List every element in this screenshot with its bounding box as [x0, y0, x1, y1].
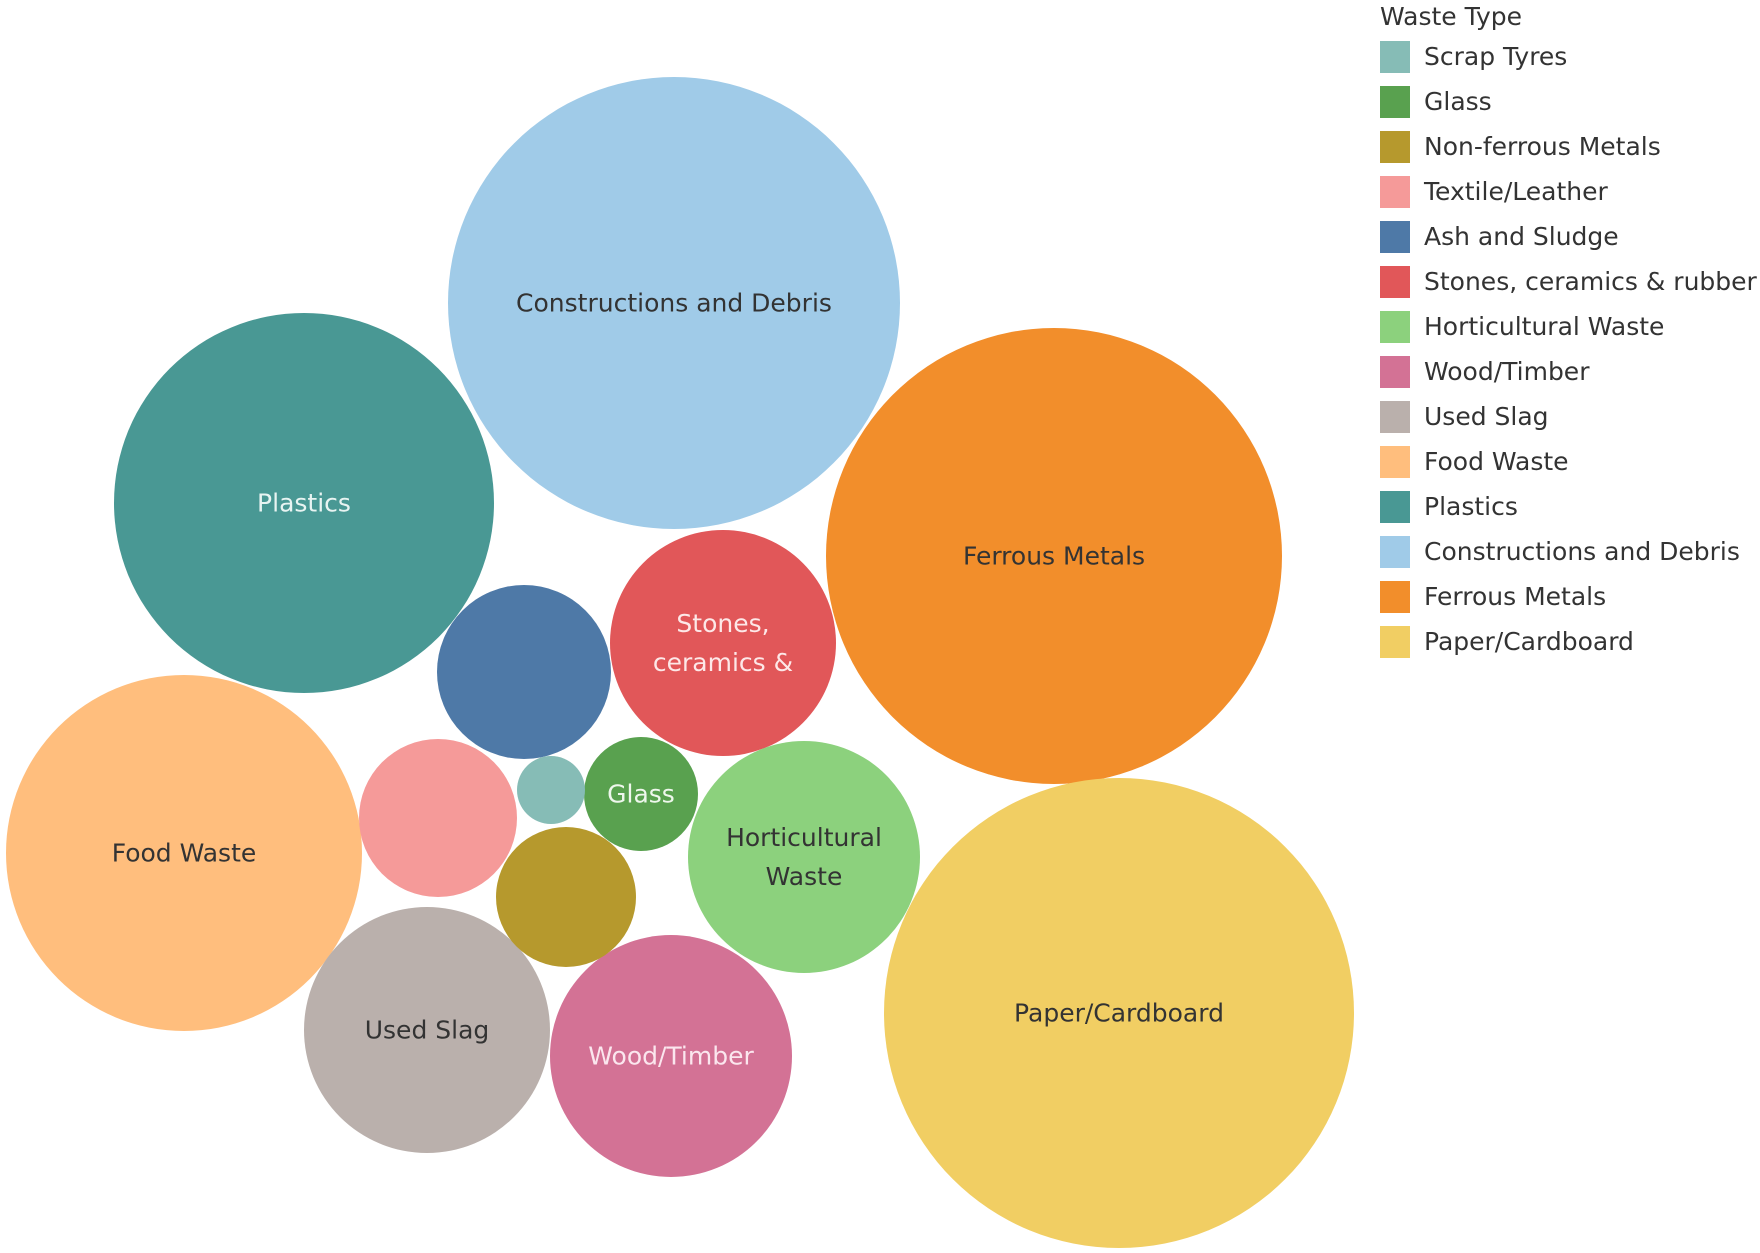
- legend-label-ash-and-sludge: Ash and Sludge: [1424, 222, 1619, 251]
- legend: Waste Type Scrap Tyres Glass Non-ferrous M…: [1380, 0, 1760, 664]
- bubble-label-constructions-and-debris: Constructions and Debris: [516, 289, 832, 318]
- legend-label-plastics: Plastics: [1424, 492, 1518, 521]
- bubble-horticultural-waste: [688, 741, 920, 973]
- bubble-plastics: [114, 313, 494, 693]
- legend-swatch-constructions-and-debris: [1380, 535, 1410, 568]
- legend-swatch-stones-ceramics-rubber: [1380, 265, 1410, 298]
- bubble-used-slag: [304, 907, 550, 1153]
- legend-label-food-waste: Food Waste: [1424, 447, 1569, 476]
- legend-item-stones-ceramics-rubber: Stones, ceramics & rubber: [1380, 259, 1760, 304]
- legend-item-non-ferrous-metals: Non-ferrous Metals: [1380, 124, 1760, 169]
- bubble-scrap-tyres: [517, 756, 585, 824]
- legend-item-ferrous-metals: Ferrous Metals: [1380, 574, 1760, 619]
- legend-swatch-ferrous-metals: [1380, 580, 1410, 613]
- bubble-label-food-waste: Food Waste: [112, 839, 257, 868]
- legend-item-textile-leather: Textile/Leather: [1380, 169, 1760, 214]
- legend-swatch-glass: [1380, 85, 1410, 118]
- bubble-ferrous-metals: [826, 328, 1282, 784]
- legend-swatch-horticultural-waste: [1380, 310, 1410, 343]
- legend-swatch-scrap-tyres: [1380, 40, 1410, 73]
- bubble-textile-leather: [359, 739, 517, 897]
- legend-item-plastics: Plastics: [1380, 484, 1760, 529]
- legend-items: Scrap Tyres Glass Non-ferrous Metals Textil…: [1380, 34, 1760, 664]
- bubble-label-ferrous-metals: Ferrous Metals: [963, 542, 1145, 571]
- legend-swatch-non-ferrous-metals: [1380, 130, 1410, 163]
- legend-swatch-plastics: [1380, 490, 1410, 523]
- legend-swatch-food-waste: [1380, 445, 1410, 478]
- legend-label-non-ferrous-metals: Non-ferrous Metals: [1424, 132, 1661, 161]
- bubble-constructions-and-debris: [448, 77, 900, 529]
- bubble-stones-ceramics-rubber: [610, 530, 836, 756]
- bubble-label-horticultural-waste-line-2: Waste: [766, 862, 843, 891]
- legend-swatch-paper-cardboard: [1380, 625, 1410, 658]
- bubble-food-waste: [6, 675, 362, 1031]
- legend-label-wood-timber: Wood/Timber: [1424, 357, 1590, 386]
- bubble-ash-and-sludge: [437, 585, 611, 759]
- bubble-label-wood-timber: Wood/Timber: [588, 1042, 754, 1071]
- legend-label-constructions-and-debris: Constructions and Debris: [1424, 537, 1740, 566]
- legend-label-glass: Glass: [1424, 87, 1492, 116]
- legend-label-scrap-tyres: Scrap Tyres: [1424, 42, 1568, 71]
- bubble-non-ferrous-metals: [496, 827, 636, 967]
- legend-label-horticultural-waste: Horticultural Waste: [1424, 312, 1665, 341]
- bubble-label-glass: Glass: [607, 780, 675, 809]
- legend-item-food-waste: Food Waste: [1380, 439, 1760, 484]
- bubble-glass: [584, 737, 698, 851]
- legend-swatch-ash-and-sludge: [1380, 220, 1410, 253]
- legend-swatch-textile-leather: [1380, 175, 1410, 208]
- bubble-wood-timber: [550, 935, 792, 1177]
- bubble-label-plastics: Plastics: [257, 489, 351, 518]
- legend-label-stones-ceramics-rubber: Stones, ceramics & rubber: [1424, 267, 1757, 296]
- legend-swatch-wood-timber: [1380, 355, 1410, 388]
- legend-item-ash-and-sludge: Ash and Sludge: [1380, 214, 1760, 259]
- legend-item-glass: Glass: [1380, 79, 1760, 124]
- legend-label-paper-cardboard: Paper/Cardboard: [1424, 627, 1634, 656]
- bubble-label-horticultural-waste-line-1: Horticultural: [726, 823, 882, 852]
- bubble-paper-cardboard: [884, 778, 1354, 1248]
- legend-item-constructions-and-debris: Constructions and Debris: [1380, 529, 1760, 574]
- legend-label-used-slag: Used Slag: [1424, 402, 1549, 431]
- legend-item-used-slag: Used Slag: [1380, 394, 1760, 439]
- bubble-label-stones-ceramics-rubber-line-2: ceramics &: [653, 648, 793, 677]
- legend-label-ferrous-metals: Ferrous Metals: [1424, 582, 1607, 611]
- legend-item-scrap-tyres: Scrap Tyres: [1380, 34, 1760, 79]
- legend-title: Waste Type: [1380, 2, 1523, 31]
- bubble-label-paper-cardboard: Paper/Cardboard: [1014, 999, 1224, 1028]
- bubble-label-used-slag: Used Slag: [365, 1016, 490, 1045]
- legend-swatch-used-slag: [1380, 400, 1410, 433]
- legend-item-horticultural-waste: Horticultural Waste: [1380, 304, 1760, 349]
- legend-item-wood-timber: Wood/Timber: [1380, 349, 1760, 394]
- legend-label-textile-leather: Textile/Leather: [1424, 177, 1608, 206]
- legend-item-paper-cardboard: Paper/Cardboard: [1380, 619, 1760, 664]
- bubble-label-stones-ceramics-rubber-line-1: Stones,: [676, 609, 769, 638]
